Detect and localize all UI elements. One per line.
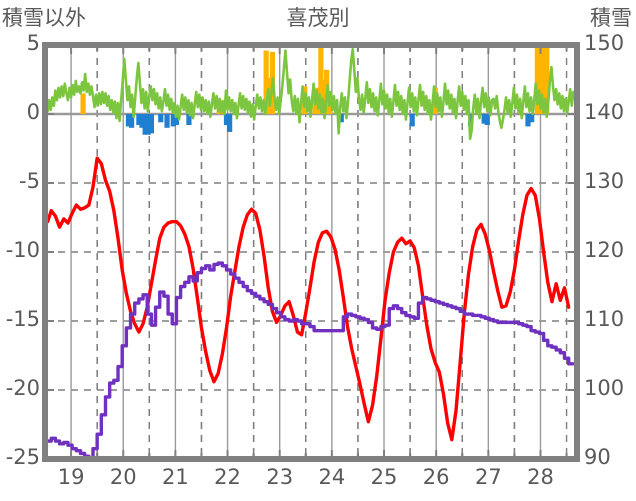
precip-bar bbox=[227, 114, 233, 132]
series-line-snow bbox=[45, 261, 575, 461]
series-line-temperature bbox=[45, 156, 571, 442]
precip-bar bbox=[145, 114, 151, 135]
precip-bar bbox=[544, 47, 550, 115]
x-axis-tick-label: 20 bbox=[109, 465, 137, 489]
left-axis-unit-label: 積雪以外 bbox=[2, 6, 86, 30]
precip-bar bbox=[537, 47, 544, 115]
y-axis-tick-label: 0 bbox=[26, 100, 40, 124]
precip-bar bbox=[525, 114, 531, 127]
precip-bar bbox=[481, 114, 487, 124]
y2-axis-tick-label: 150 bbox=[584, 31, 625, 55]
series-lines bbox=[45, 47, 575, 461]
x-axis-tick-label: 23 bbox=[266, 465, 294, 489]
y-axis-tick-label: -10 bbox=[5, 238, 40, 262]
x-axis-tick-label: 25 bbox=[370, 465, 398, 489]
y2-axis-tick-label: 90 bbox=[584, 445, 611, 469]
precip-bar bbox=[139, 114, 145, 128]
precip-bar bbox=[484, 114, 490, 126]
y-axis-tick-label: -25 bbox=[5, 445, 40, 469]
precip-bar bbox=[318, 47, 324, 115]
precip-bar bbox=[173, 114, 180, 126]
y-axis-tick-label: -20 bbox=[5, 376, 40, 400]
y-axis-tick-label: -15 bbox=[5, 307, 40, 331]
precip-bar bbox=[529, 114, 535, 123]
x-axis-tick-label: 26 bbox=[422, 465, 450, 489]
precip-bar bbox=[80, 93, 86, 114]
precip-bar bbox=[186, 114, 192, 126]
precip-bar bbox=[158, 114, 164, 123]
precip-bar bbox=[409, 114, 415, 127]
precip-bar bbox=[142, 114, 148, 135]
precip-bar bbox=[534, 47, 540, 115]
precip-bar bbox=[128, 114, 135, 128]
precip-bar bbox=[170, 114, 176, 127]
precip-bar bbox=[136, 114, 142, 126]
x-axis-tick-label: 27 bbox=[474, 465, 502, 489]
y-axis-tick-label: -5 bbox=[19, 169, 40, 193]
x-axis-tick-label: 24 bbox=[318, 465, 346, 489]
y2-axis-tick-label: 110 bbox=[584, 307, 625, 331]
right-axis-unit-label: 積雪 bbox=[590, 6, 632, 30]
x-axis-tick-label: 21 bbox=[162, 465, 189, 489]
y-axis-tick-label: 5 bbox=[26, 31, 40, 55]
y2-axis-tick-label: 130 bbox=[584, 169, 625, 193]
x-axis-tick-label: 19 bbox=[57, 465, 85, 489]
y2-axis-tick-label: 100 bbox=[584, 376, 625, 400]
x-axis-tick-label: 22 bbox=[214, 465, 241, 489]
y2-axis-tick-label: 140 bbox=[584, 100, 625, 124]
precip-bar bbox=[320, 79, 327, 114]
x-axis-tick-label: 28 bbox=[527, 465, 554, 489]
precip-bar bbox=[541, 47, 547, 115]
precip-bar bbox=[164, 114, 170, 128]
precip-bar bbox=[338, 114, 344, 123]
precip-bar bbox=[148, 114, 154, 134]
axis-ticks bbox=[45, 45, 577, 459]
series-line-wind bbox=[46, 47, 575, 141]
precip-bar bbox=[223, 114, 230, 126]
y2-axis-tick-label: 120 bbox=[584, 238, 625, 262]
precip-bar bbox=[263, 50, 269, 114]
precip-bar bbox=[125, 114, 132, 127]
page-title: 喜茂別 bbox=[286, 6, 350, 30]
